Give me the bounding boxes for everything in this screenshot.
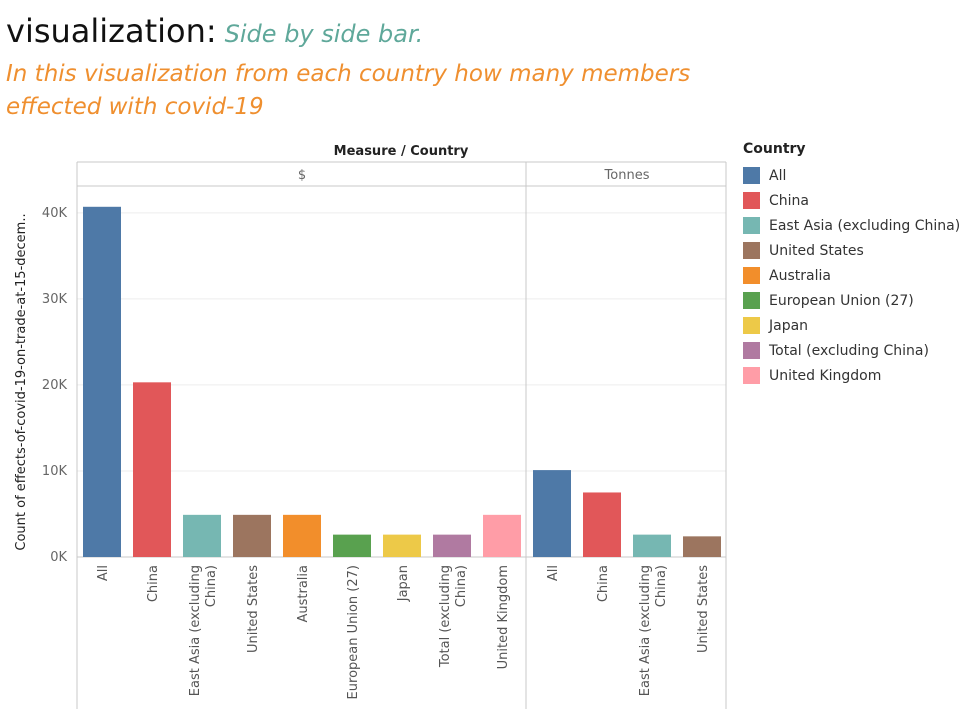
legend-label: Australia bbox=[769, 267, 831, 284]
legend-swatch bbox=[743, 342, 760, 359]
legend-item[interactable]: United Kingdom bbox=[743, 363, 960, 388]
x-tick-label: All bbox=[546, 565, 561, 581]
y-tick-label: 30K bbox=[42, 292, 68, 307]
bar-total-excluding-china- bbox=[433, 534, 471, 557]
legend-label: United Kingdom bbox=[769, 367, 882, 384]
legend-item[interactable]: European Union (27) bbox=[743, 288, 960, 313]
x-tick-label: East Asia (excluding bbox=[638, 565, 653, 696]
legend-item[interactable]: All bbox=[743, 163, 960, 188]
x-tick-label: European Union (27) bbox=[346, 565, 361, 699]
bar-australia bbox=[283, 514, 321, 557]
x-tick-label: Japan bbox=[396, 565, 411, 602]
legend-label: East Asia (excluding China) bbox=[769, 217, 961, 234]
x-tick-label: China) bbox=[204, 565, 219, 607]
title-main: visualization bbox=[6, 12, 206, 50]
legend-swatch bbox=[743, 242, 760, 259]
title-subtitle: Side by side bar. bbox=[224, 20, 424, 48]
bar-japan bbox=[383, 534, 421, 557]
legend-label: Total (excluding China) bbox=[769, 342, 929, 359]
legend-swatch bbox=[743, 367, 760, 384]
legend-title: Country bbox=[743, 141, 806, 157]
y-tick-label: 40K bbox=[42, 206, 68, 221]
chart-header: Measure / Country bbox=[334, 144, 469, 159]
legend-label: United States bbox=[769, 242, 864, 259]
x-tick-label: China) bbox=[454, 565, 469, 607]
bar-united-states bbox=[233, 514, 271, 557]
legend-swatch bbox=[743, 267, 760, 284]
x-tick-label: United States bbox=[246, 565, 261, 653]
legend-items: All China East Asia (excluding China) Unite… bbox=[743, 163, 960, 388]
legend-swatch bbox=[743, 317, 760, 334]
y-axis-label: Count of effects-of-covid-19-on-trade-at… bbox=[14, 213, 29, 550]
bar-east-asia-excluding-china- bbox=[633, 534, 671, 557]
legend-item[interactable]: Australia bbox=[743, 263, 960, 288]
legend-swatch bbox=[743, 217, 760, 234]
x-tick-label: Australia bbox=[296, 565, 311, 623]
x-tick-label: China) bbox=[654, 565, 669, 607]
bar-china bbox=[583, 492, 621, 557]
chart-description: In this visualization from each country … bbox=[6, 61, 691, 120]
bar-east-asia-excluding-china- bbox=[183, 514, 221, 557]
x-tick-label: East Asia (excluding bbox=[188, 565, 203, 696]
panel-header-1: $ bbox=[298, 168, 306, 183]
legend: Country All China East Asia (excluding Chi… bbox=[743, 141, 960, 388]
chart-title: visualization: Side by side bar. bbox=[6, 12, 423, 50]
legend-swatch bbox=[743, 292, 760, 309]
legend-item[interactable]: Total (excluding China) bbox=[743, 338, 960, 363]
legend-swatch bbox=[743, 192, 760, 209]
x-tick-label: All bbox=[96, 565, 111, 581]
legend-label: All bbox=[769, 167, 787, 184]
legend-label: Japan bbox=[769, 317, 809, 334]
x-tick-label: China bbox=[596, 565, 611, 602]
bar-european-union-27- bbox=[333, 534, 371, 557]
panel-header-2: Tonnes bbox=[604, 168, 650, 183]
legend-label: European Union (27) bbox=[769, 292, 914, 309]
y-tick-label: 0K bbox=[50, 550, 67, 565]
title-colon: : bbox=[205, 12, 217, 50]
legend-item[interactable]: East Asia (excluding China) bbox=[743, 213, 960, 238]
bar-china bbox=[133, 382, 171, 557]
bar-all bbox=[83, 206, 121, 557]
legend-swatch bbox=[743, 167, 760, 184]
legend-item[interactable]: United States bbox=[743, 238, 960, 263]
bar-united-states bbox=[683, 536, 721, 557]
x-tick-label: Total (excluding bbox=[438, 565, 453, 668]
bar-united-kingdom bbox=[483, 514, 521, 557]
x-tick-label: United Kingdom bbox=[496, 565, 511, 669]
y-tick-label: 10K bbox=[42, 464, 68, 479]
x-tick-label: China bbox=[146, 565, 161, 602]
legend-item[interactable]: Japan bbox=[743, 313, 960, 338]
x-tick-label: United States bbox=[696, 565, 711, 653]
y-tick-label: 20K bbox=[42, 378, 68, 393]
bar-all bbox=[533, 470, 571, 557]
legend-item[interactable]: China bbox=[743, 188, 960, 213]
legend-label: China bbox=[769, 192, 809, 209]
